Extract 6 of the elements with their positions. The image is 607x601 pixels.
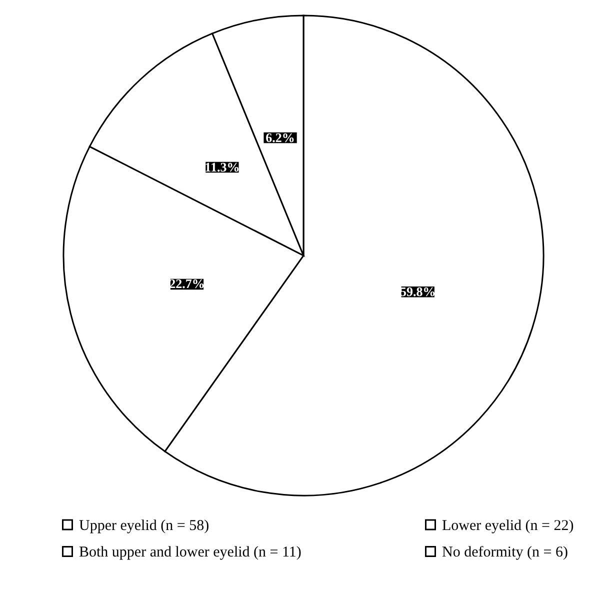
data-label: 11.3%: [204, 159, 240, 174]
legend-label: Upper eyelid (n = 58): [79, 518, 210, 534]
legend-label: Both upper and lower eyelid (n = 11): [79, 544, 302, 560]
data-label: 6.2%: [266, 130, 295, 145]
legend-label: No deformity (n = 6): [442, 544, 568, 560]
legend-label: Lower eyelid (n = 22): [442, 518, 574, 534]
